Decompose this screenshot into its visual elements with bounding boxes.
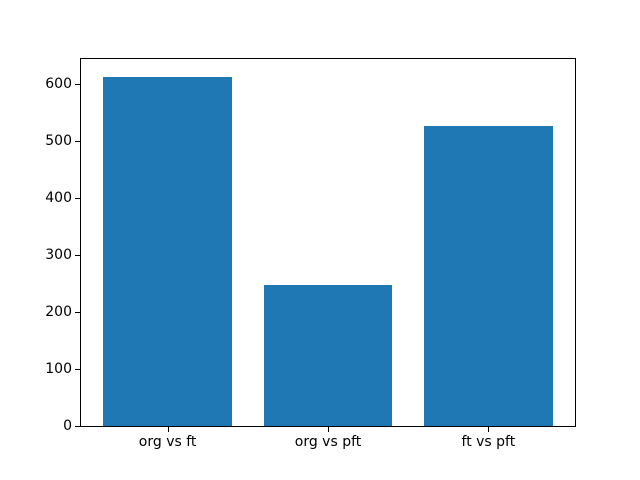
x-tick-mark [328, 426, 329, 432]
y-tick-label: 300 [45, 247, 72, 264]
bar-org-vs-pft [263, 285, 393, 426]
y-tick-label: 100 [45, 361, 72, 377]
y-tick-mark [75, 198, 81, 200]
y-tick-label: 0 [63, 418, 72, 434]
x-tick-label: ft vs pft [461, 434, 516, 450]
y-tick-mark [75, 141, 81, 143]
bar-org-vs-ft [103, 76, 232, 426]
y-tick-mark [75, 426, 81, 427]
y-tick-mark [75, 84, 81, 86]
y-tick-label: 200 [45, 304, 72, 321]
y-tick-mark [75, 255, 81, 257]
y-tick-mark [75, 369, 81, 370]
plot-area: 0 100 200 300 400 500 600 org vs ft org vs pft f… [45, 58, 576, 450]
x-tick-label: org vs ft [138, 434, 197, 450]
y-tick-mark [75, 312, 81, 314]
x-tick-mark [167, 426, 169, 432]
y-tick-label: 500 [45, 133, 72, 150]
x-tick-mark [488, 426, 490, 432]
y-tick-label: 600 [45, 76, 72, 93]
y-tick-label: 400 [45, 190, 72, 207]
x-tick-label: org vs pft [294, 434, 362, 450]
bar-ft-vs-pft [424, 126, 553, 426]
